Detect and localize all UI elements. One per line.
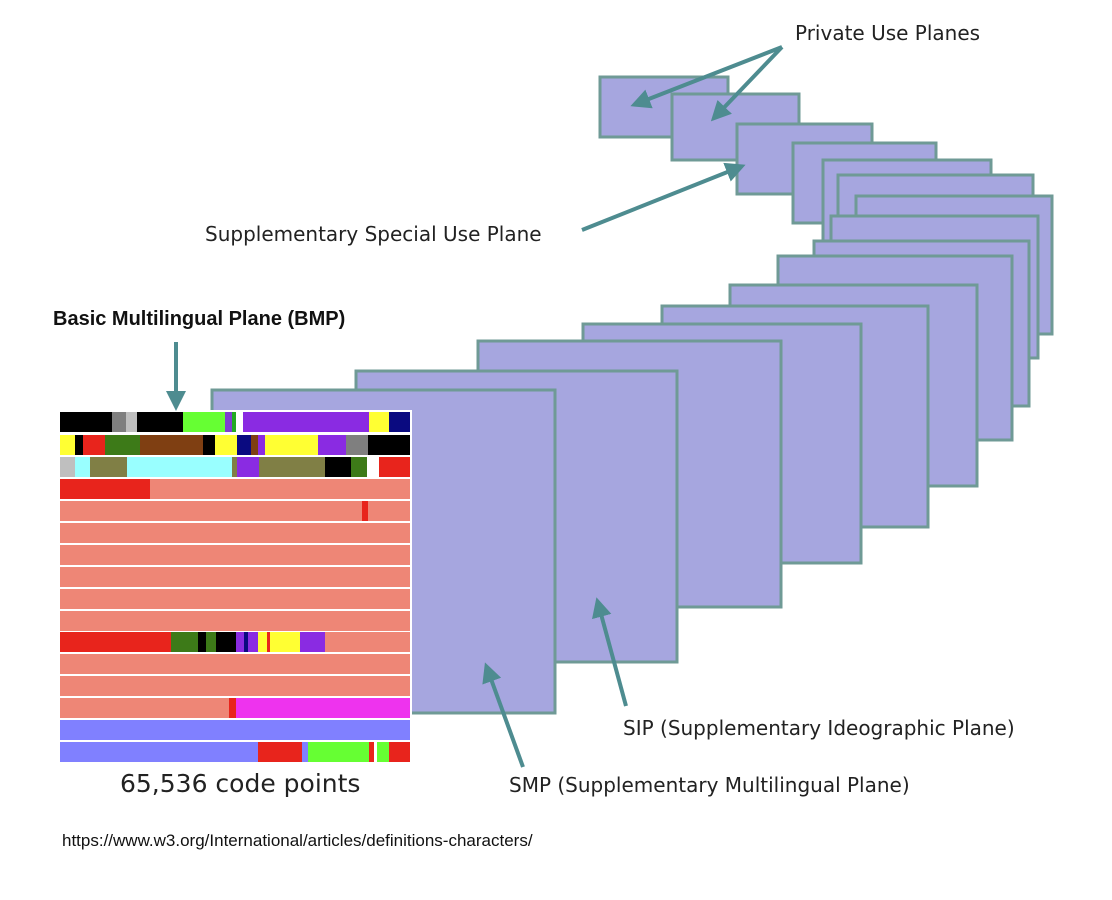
code-points-label: 65,536 code points	[120, 769, 361, 798]
arrow-ssp	[581, 162, 746, 232]
bmp-row	[60, 654, 410, 674]
bmp-row	[60, 457, 410, 477]
arrow-smp	[482, 662, 525, 768]
bmp-row	[60, 676, 410, 696]
bmp-row	[60, 720, 410, 740]
bmp-row	[60, 479, 410, 499]
private-use-planes-label: Private Use Planes	[795, 21, 981, 45]
supplementary-special-use-plane-label: Supplementary Special Use Plane	[205, 222, 542, 246]
bmp-row	[60, 567, 410, 587]
bmp-row	[60, 523, 410, 543]
bmp-row	[60, 611, 410, 631]
bmp-grid	[58, 410, 412, 764]
arrow-sip	[592, 597, 628, 707]
bmp-row	[60, 589, 410, 609]
bmp-label: Basic Multilingual Plane (BMP)	[53, 308, 346, 330]
bmp-row	[60, 435, 410, 455]
bmp-row	[60, 742, 410, 762]
bmp-row	[60, 632, 410, 652]
smp-label: SMP (Supplementary Multilingual Plane)	[509, 773, 910, 797]
bmp-row	[60, 698, 410, 718]
bmp-row	[60, 501, 410, 521]
bmp-row	[60, 545, 410, 565]
source-url-link[interactable]: https://www.w3.org/International/article…	[62, 831, 533, 850]
sip-label: SIP (Supplementary Ideographic Plane)	[623, 716, 1015, 740]
arrow-private-use-2	[710, 45, 784, 122]
bmp-row	[60, 412, 410, 432]
arrow-private-use-1	[630, 45, 783, 109]
